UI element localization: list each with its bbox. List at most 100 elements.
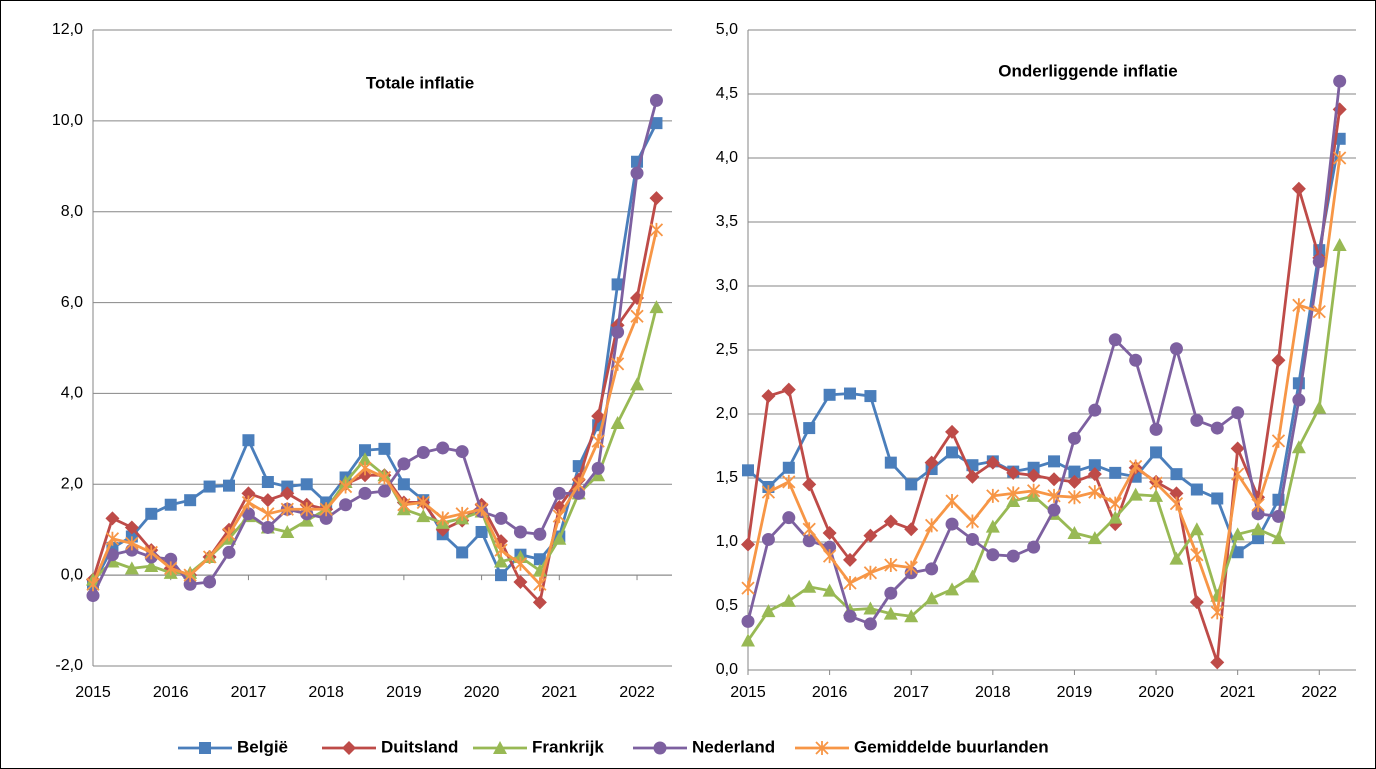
marker bbox=[863, 617, 877, 631]
marker bbox=[610, 415, 625, 429]
marker bbox=[552, 486, 566, 500]
legend-label: Gemiddelde buurlanden bbox=[854, 737, 1049, 756]
marker bbox=[986, 488, 1000, 503]
marker bbox=[591, 461, 605, 475]
marker bbox=[145, 507, 158, 520]
x-tick-label: 2015 bbox=[730, 684, 766, 701]
marker bbox=[591, 409, 606, 424]
marker bbox=[184, 494, 197, 507]
marker bbox=[1047, 488, 1061, 503]
marker bbox=[280, 486, 295, 501]
marker bbox=[741, 614, 755, 628]
marker bbox=[1027, 540, 1041, 554]
marker bbox=[945, 494, 959, 509]
series-line bbox=[746, 109, 1342, 663]
marker bbox=[1292, 298, 1306, 313]
x-tick-label: 2015 bbox=[75, 684, 111, 701]
marker bbox=[1271, 353, 1286, 368]
marker bbox=[1067, 431, 1081, 445]
marker bbox=[1088, 459, 1101, 472]
marker bbox=[493, 741, 507, 754]
marker bbox=[1067, 526, 1082, 540]
marker bbox=[300, 478, 313, 491]
marker bbox=[533, 577, 547, 592]
marker bbox=[358, 452, 373, 466]
marker bbox=[397, 497, 411, 512]
marker bbox=[164, 561, 178, 576]
marker bbox=[1169, 496, 1184, 511]
marker bbox=[572, 477, 586, 492]
marker bbox=[946, 446, 959, 459]
marker bbox=[1088, 403, 1102, 417]
x-tick-label: 2018 bbox=[308, 684, 344, 701]
marker bbox=[280, 524, 295, 538]
marker bbox=[261, 476, 274, 489]
marker bbox=[863, 565, 878, 580]
marker bbox=[1333, 151, 1347, 165]
marker bbox=[649, 191, 664, 206]
marker bbox=[1047, 503, 1061, 517]
marker bbox=[630, 377, 645, 391]
marker bbox=[241, 495, 256, 510]
marker bbox=[782, 461, 795, 474]
marker bbox=[945, 517, 959, 531]
marker bbox=[1230, 441, 1245, 456]
marker bbox=[1312, 400, 1327, 414]
marker bbox=[241, 507, 255, 521]
marker bbox=[630, 309, 644, 324]
marker bbox=[1332, 238, 1347, 252]
marker bbox=[105, 548, 119, 562]
marker bbox=[1149, 476, 1163, 491]
legend-label: Duitsland bbox=[381, 737, 458, 756]
chart-title: Onderliggende inflatie bbox=[998, 61, 1177, 80]
legend-label: België bbox=[237, 737, 288, 756]
x-tick-label: 2021 bbox=[1220, 684, 1256, 701]
marker bbox=[144, 559, 159, 573]
marker bbox=[1169, 342, 1183, 356]
marker bbox=[1149, 488, 1164, 502]
marker bbox=[610, 356, 625, 371]
marker bbox=[630, 166, 644, 180]
marker bbox=[986, 548, 1000, 562]
marker bbox=[844, 387, 857, 400]
marker bbox=[358, 461, 372, 476]
marker bbox=[1108, 496, 1122, 511]
marker bbox=[1108, 510, 1123, 524]
marker bbox=[823, 388, 836, 401]
x-tick-label: 2021 bbox=[542, 684, 578, 701]
marker bbox=[1292, 393, 1306, 407]
marker bbox=[475, 525, 488, 538]
marker bbox=[1211, 492, 1224, 505]
marker bbox=[781, 382, 796, 397]
marker bbox=[377, 484, 391, 498]
marker bbox=[1312, 255, 1326, 269]
marker bbox=[649, 222, 664, 237]
marker bbox=[532, 595, 547, 610]
marker bbox=[1190, 413, 1204, 427]
marker bbox=[125, 536, 139, 551]
marker bbox=[416, 445, 430, 459]
x-tick-label: 2017 bbox=[231, 684, 267, 701]
marker bbox=[802, 477, 817, 492]
marker bbox=[843, 552, 858, 567]
legend-label: Nederland bbox=[692, 737, 775, 756]
marker bbox=[1006, 549, 1020, 563]
marker bbox=[203, 480, 216, 493]
y-tick-label: 2,0 bbox=[61, 476, 83, 493]
marker bbox=[815, 741, 829, 755]
marker bbox=[1027, 461, 1040, 474]
marker bbox=[925, 562, 939, 576]
marker bbox=[552, 531, 567, 545]
marker bbox=[416, 495, 430, 510]
marker bbox=[86, 589, 100, 603]
marker bbox=[416, 509, 431, 523]
marker bbox=[183, 577, 197, 591]
y-tick-label: 4,0 bbox=[716, 149, 738, 166]
y-tick-label: 4,5 bbox=[716, 85, 738, 102]
marker bbox=[1231, 406, 1245, 420]
marker bbox=[591, 434, 605, 449]
marker bbox=[843, 575, 857, 590]
marker bbox=[455, 445, 469, 459]
marker bbox=[843, 609, 857, 623]
